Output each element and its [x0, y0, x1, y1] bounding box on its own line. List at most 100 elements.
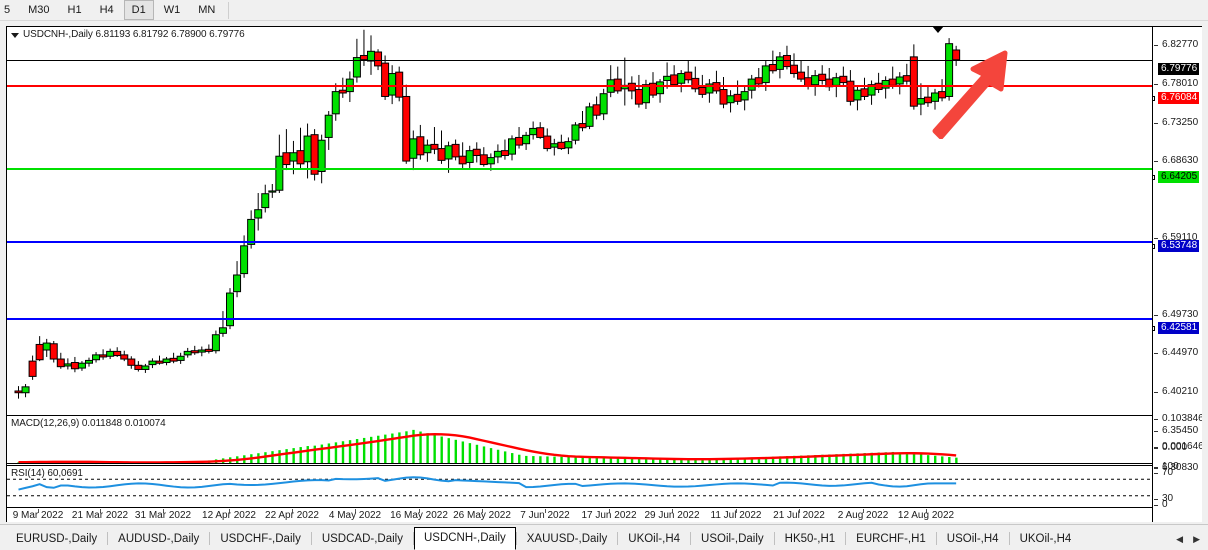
- candle: [747, 78, 756, 91]
- level-line-resistance[interactable]: [7, 85, 1152, 88]
- price-axis-label: 6.35450: [1162, 425, 1199, 436]
- macd-label: MACD(12,26,9) 0.011848 0.010074: [11, 418, 166, 429]
- level-line-level[interactable]: [7, 318, 1152, 321]
- price-highlight-label-green[interactable]: 6.64205: [1158, 171, 1200, 183]
- time-tick-mark: [482, 509, 483, 513]
- price-highlight-label-blue[interactable]: 6.42581: [1158, 322, 1200, 334]
- price-axis-label: 0.001646: [1162, 441, 1202, 452]
- timeframe-toolbar: 5 M30 H1 H4 D1 W1 MN: [0, 0, 1208, 21]
- tab-separator: [935, 532, 937, 545]
- candle: [296, 150, 305, 165]
- tab-separator: [1008, 532, 1010, 545]
- timeframe-button-h1[interactable]: H1: [67, 4, 82, 16]
- price-axis-label: 6.30830: [1162, 462, 1199, 473]
- candle: [479, 154, 488, 166]
- collapse-triangle-icon[interactable]: [11, 33, 19, 38]
- time-tick-mark: [545, 509, 546, 513]
- candle: [85, 359, 93, 364]
- candle: [698, 86, 707, 95]
- time-axis[interactable]: 9 Mar 2022 21 Mar 2022 31 Mar 2022 12 Apr 2…: [7, 509, 1152, 522]
- price-axis[interactable]: 6.82770 6.78010 6.73250 6.68630 6.59110 6.497…: [1152, 27, 1202, 522]
- level-drag-handle[interactable]: [1153, 175, 1155, 180]
- price-highlight-label-blue[interactable]: 6.53748: [1158, 240, 1200, 252]
- price-tick-mark: [1154, 392, 1158, 393]
- symbol-tab-audusddaily[interactable]: AUDUSD-,Daily: [118, 533, 200, 545]
- level-drag-handle[interactable]: [1153, 96, 1155, 101]
- candle: [451, 143, 460, 158]
- price-highlight-label-red[interactable]: 6.76084: [1158, 92, 1200, 104]
- candle: [508, 138, 516, 155]
- tab-separator: [412, 532, 414, 545]
- price-highlight-label-cur[interactable]: 6.79776: [1158, 63, 1200, 75]
- price-axis-label: 6.44970: [1162, 347, 1199, 358]
- symbol-tab-usdcaddaily[interactable]: USDCAD-,Daily: [321, 533, 403, 545]
- timeframe-button-w1[interactable]: W1: [163, 4, 181, 16]
- price-axis-label: 6.68630: [1162, 155, 1199, 166]
- symbol-tab-usoildaily[interactable]: USOil-,Daily: [701, 533, 764, 545]
- candle: [782, 54, 791, 68]
- rsi-indicator-pane[interactable]: RSI(14) 60,0691: [7, 467, 1152, 508]
- time-tick-mark: [736, 509, 737, 513]
- chart-frame: USDCNH-,Daily 6.81193 6.81792 6.78900 6.…: [6, 26, 1202, 522]
- price-axis-label: 100: [1162, 461, 1179, 472]
- candle: [592, 104, 601, 116]
- symbol-tab-ukoilh4[interactable]: UKOil-,H4: [1019, 533, 1072, 545]
- candle: [550, 143, 559, 148]
- timeframe-button-mn[interactable]: MN: [198, 4, 216, 16]
- symbol-tab-hk50h1[interactable]: HK50-,H1: [784, 533, 836, 545]
- tab-scroll-controls: ◀ ▶: [1168, 534, 1208, 550]
- price-axis-label: 6.40210: [1162, 386, 1199, 397]
- price-tick-mark: [1154, 123, 1158, 124]
- level-line-current-price[interactable]: [7, 59, 1152, 61]
- candle: [493, 150, 502, 158]
- price-tick-mark: [1154, 467, 1158, 468]
- candle: [945, 43, 954, 97]
- symbol-tab-ukoilh4[interactable]: UKOil-,H4: [628, 533, 681, 545]
- candle: [472, 148, 481, 157]
- price-tick-mark: [1154, 505, 1158, 506]
- time-tick-mark: [163, 509, 164, 513]
- level-drag-handle[interactable]: [1153, 244, 1155, 249]
- timeframe-button-m30[interactable]: M30: [28, 4, 50, 16]
- macd-indicator-pane[interactable]: MACD(12,26,9) 0.011848 0.010074: [7, 417, 1152, 466]
- tab-separator: [617, 532, 619, 545]
- tab-scroll-left-icon[interactable]: ◀: [1176, 534, 1184, 544]
- candle: [338, 89, 347, 94]
- price-chart-pane[interactable]: USDCNH-,Daily 6.81193 6.81792 6.78900 6.…: [7, 27, 1152, 416]
- symbol-tab-xauusddaily[interactable]: XAUUSD-,Daily: [526, 533, 608, 545]
- time-tick-mark: [609, 509, 610, 513]
- candle: [204, 348, 213, 352]
- candle: [846, 80, 855, 102]
- candle: [902, 75, 911, 82]
- chart-top-marker-icon: [932, 27, 944, 33]
- candle: [670, 74, 679, 86]
- timeframe-button-h4[interactable]: H4: [99, 4, 114, 16]
- symbol-tab-usoilh4[interactable]: USOil-,H4: [946, 533, 999, 545]
- tab-scroll-right-icon[interactable]: ▶: [1193, 534, 1200, 544]
- timeframe-button-d1[interactable]: D1: [123, 0, 154, 20]
- price-tick-mark: [1154, 431, 1158, 432]
- symbol-tab-eurchfh1[interactable]: EURCHF-,H1: [856, 533, 926, 545]
- candle: [141, 365, 150, 370]
- symbol-tab-eurusddaily[interactable]: EURUSD-,Daily: [16, 533, 98, 545]
- candle: [324, 114, 333, 138]
- level-line-support[interactable]: [7, 167, 1152, 170]
- symbol-tab-usdcnhdaily[interactable]: USDCNH-,Daily: [413, 527, 516, 550]
- toolbar-separator: [228, 1, 230, 19]
- candle: [571, 124, 580, 141]
- timeframe-button-5[interactable]: 5: [4, 4, 11, 16]
- time-tick-mark: [672, 509, 673, 513]
- level-line-level[interactable]: [7, 240, 1152, 243]
- symbol-tab-usdchfdaily[interactable]: USDCHF-,Daily: [220, 533, 301, 545]
- time-tick-mark: [926, 509, 927, 513]
- candle: [895, 76, 904, 85]
- price-tick-mark: [1154, 473, 1158, 474]
- candle: [500, 150, 509, 157]
- level-drag-handle[interactable]: [1153, 326, 1155, 331]
- time-axis-label: 7 Jun 2022: [520, 510, 570, 521]
- candle: [691, 77, 700, 90]
- candle: [218, 327, 227, 334]
- price-tick-mark: [1154, 315, 1158, 316]
- candle: [684, 71, 693, 81]
- candle: [127, 358, 136, 366]
